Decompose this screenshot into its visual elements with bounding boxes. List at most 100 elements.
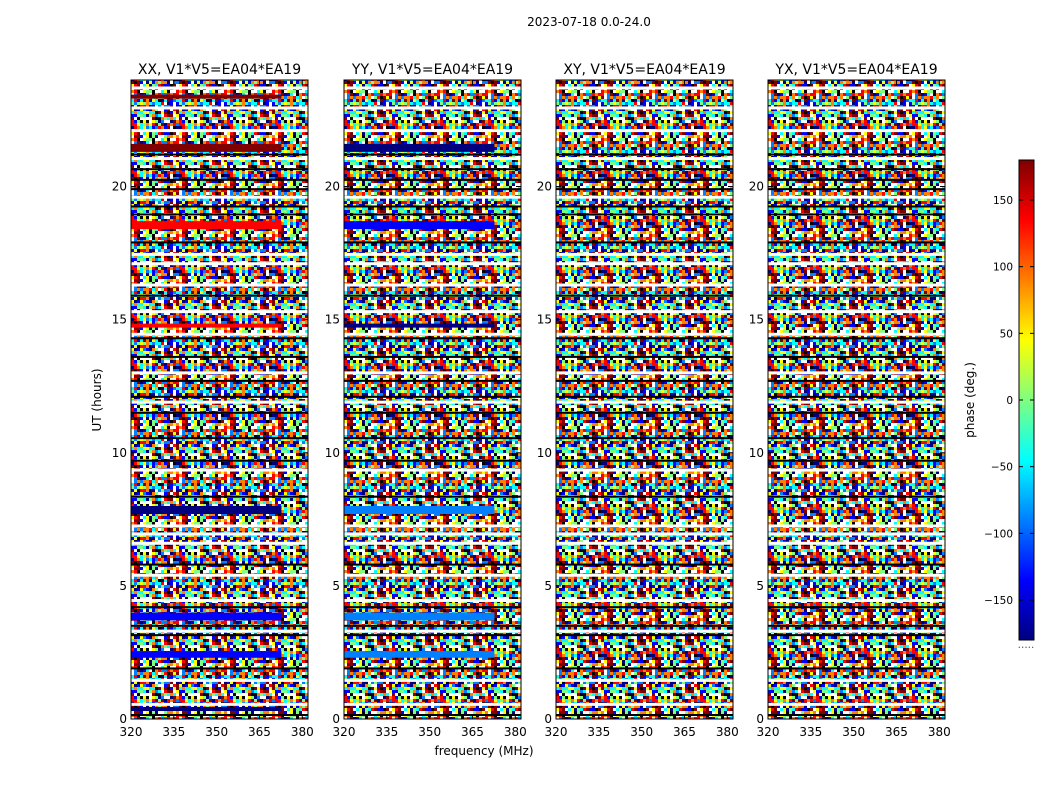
- x-tick-label: 350: [418, 725, 441, 739]
- flagged-row-white: [131, 524, 308, 528]
- flagged-row-white: [768, 400, 945, 404]
- x-tick-label: 335: [799, 725, 822, 739]
- coherent-band: [344, 506, 495, 514]
- flagged-row-black: [131, 188, 308, 191]
- x-tick-label: 335: [587, 725, 610, 739]
- flagged-row-black: [556, 459, 733, 462]
- y-tick-label: 20: [325, 180, 340, 194]
- flagged-row-black: [344, 606, 521, 609]
- flagged-row-white: [768, 157, 945, 161]
- coherent-band: [131, 612, 282, 621]
- y-tick-label: 15: [325, 313, 340, 327]
- flagged-row-black: [131, 337, 308, 340]
- flagged-row-white: [344, 252, 521, 256]
- flagged-row-white: [131, 541, 308, 545]
- flagged-row-black: [344, 411, 521, 414]
- flagged-row-black: [344, 437, 521, 440]
- colorbar-tick-label: −150: [984, 595, 1013, 607]
- flagged-row-white: [768, 468, 945, 472]
- flagged-row-white: [768, 678, 945, 682]
- coherent-band: [344, 651, 495, 658]
- panel-2: YY, V1*V5=EA04*EA19 320 335 350 365 380 0 5 10 15…: [325, 62, 527, 739]
- y-tick-label: 5: [756, 579, 764, 593]
- flagged-row-black: [768, 411, 945, 414]
- y-tick-label: 0: [544, 712, 552, 726]
- flagged-row-black: [768, 241, 945, 244]
- flagged-row-white: [556, 332, 733, 336]
- flagged-row-black: [344, 624, 521, 627]
- flagged-row-black: [768, 205, 945, 208]
- flagged-row-black: [131, 168, 308, 171]
- flagged-row-black: [556, 411, 733, 414]
- x-tick-label: 365: [461, 725, 484, 739]
- flagged-row-white: [768, 541, 945, 545]
- flagged-row-white: [131, 532, 308, 536]
- flagged-row-black: [344, 205, 521, 208]
- colorbar-tick-label: −50: [991, 462, 1013, 474]
- colorbar-tick-label: 150: [993, 195, 1013, 207]
- y-tick-label: 20: [112, 180, 127, 194]
- flagged-row-white: [344, 629, 521, 633]
- y-tick-label: 10: [112, 446, 127, 460]
- flagged-row-white: [768, 599, 945, 603]
- flagged-row-white: [556, 702, 733, 706]
- x-tick-label: 350: [842, 725, 865, 739]
- flagged-row-white: [556, 629, 733, 633]
- flagged-row-black: [768, 667, 945, 670]
- y-tick-label: 10: [537, 446, 552, 460]
- panels: XX, V1*V5=EA04*EA19 320 335 350 365 380 0 5 10 15…: [112, 62, 951, 739]
- flagged-row-black: [131, 213, 308, 216]
- flagged-row-black: [556, 606, 733, 609]
- panel-3: XY, V1*V5=EA04*EA19 320 335 350 365 380 0 5 10 15…: [537, 62, 739, 739]
- flagged-row-white: [556, 283, 733, 287]
- y-tick-label: 15: [112, 313, 127, 327]
- flagged-row-black: [131, 178, 308, 181]
- flagged-row-white: [131, 262, 308, 266]
- flagged-row-black: [344, 178, 521, 181]
- flagged-row-white: [131, 86, 308, 90]
- panel-1: XX, V1*V5=EA04*EA19 320 335 350 365 380 0 5 10 15…: [112, 62, 314, 739]
- coherent-band: [131, 323, 282, 328]
- flagged-row-black: [768, 355, 945, 358]
- heatmap-area: [131, 80, 308, 719]
- flagged-row-black: [556, 379, 733, 382]
- flagged-row-white: [556, 310, 733, 314]
- flagged-row-black: [344, 459, 521, 462]
- flagged-row-black: [344, 667, 521, 670]
- y-axis-label: UT (hours): [90, 368, 104, 431]
- flagged-row-white: [131, 678, 308, 682]
- flagged-row-white: [344, 371, 521, 375]
- coherent-band: [131, 707, 282, 712]
- flagged-row-white: [768, 371, 945, 375]
- y-tick-label: 5: [119, 579, 127, 593]
- flagged-row-black: [344, 355, 521, 358]
- y-tick-label: 0: [119, 712, 127, 726]
- flagged-row-black: [344, 395, 521, 398]
- flagged-row-white: [768, 86, 945, 90]
- x-tick-label: 320: [120, 725, 143, 739]
- flagged-row-black: [344, 634, 521, 637]
- flagged-row-black: [556, 355, 733, 358]
- flagged-row-white: [344, 106, 521, 110]
- flagged-row-white: [131, 129, 308, 133]
- colorbar-label: phase (deg.): [963, 362, 977, 438]
- panel-frame: [767, 79, 946, 720]
- heatmap-area: [344, 80, 521, 719]
- x-tick-label: 365: [673, 725, 696, 739]
- y-tick-label: 15: [749, 313, 764, 327]
- flagged-row-white: [344, 157, 521, 161]
- flagged-row-white: [768, 195, 945, 199]
- flagged-row-black: [556, 188, 733, 191]
- flagged-row-black: [131, 667, 308, 670]
- flagged-row-black: [556, 624, 733, 627]
- flagged-row-white: [556, 599, 733, 603]
- coherent-band: [131, 506, 282, 514]
- flagged-row-white: [344, 310, 521, 314]
- flagged-row-white: [131, 629, 308, 633]
- panel-frame: [555, 79, 734, 720]
- x-tick-label: 350: [205, 725, 228, 739]
- x-tick-label: 380: [291, 725, 314, 739]
- colorbar-tick-label: 50: [1000, 328, 1013, 340]
- flagged-row-white: [344, 702, 521, 706]
- flagged-row-white: [556, 252, 733, 256]
